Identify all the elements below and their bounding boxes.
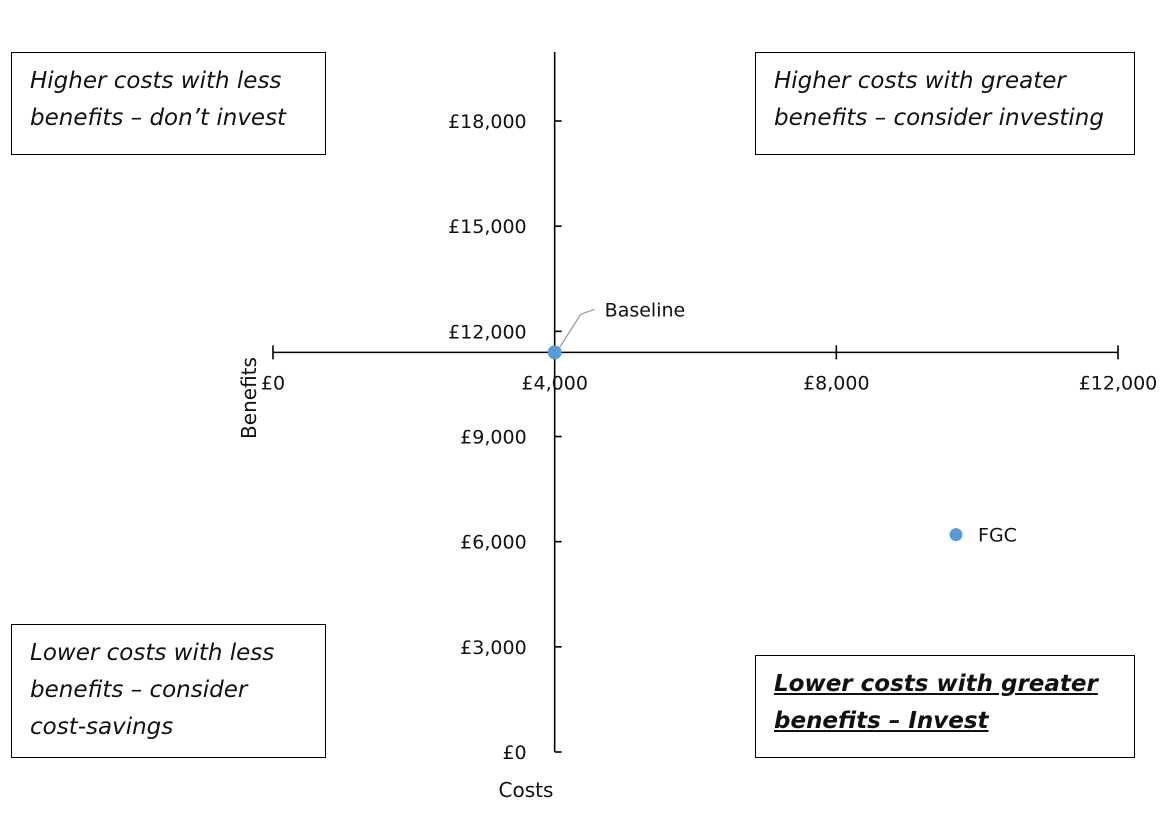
- x-axis-ticks: £0 £4,000 £8,000 £12,000: [261, 345, 1157, 394]
- quadrant-note-line: Higher costs with less: [30, 68, 282, 94]
- data-label-baseline: Baseline: [605, 299, 686, 321]
- y-tick-label: £9,000: [460, 427, 526, 449]
- quadrant-note-line: benefits – don’t invest: [30, 105, 287, 131]
- data-label-leader: [559, 308, 595, 348]
- x-tick-label: £0: [261, 372, 285, 394]
- quadrant-note-top-left: Higher costs with less benefits – don’t …: [11, 52, 326, 155]
- quadrant-note-line: Lower costs with greater: [774, 671, 1098, 697]
- data-label-fgc: FGC: [978, 525, 1017, 547]
- quadrant-note-line: benefits – Invest: [774, 708, 989, 734]
- data-points: Baseline FGC: [547, 299, 1017, 547]
- y-tick-label: £12,000: [448, 321, 527, 343]
- quadrant-note-top-right: Higher costs with greater benefits – con…: [755, 52, 1135, 155]
- quadrant-note-bottom-right: Lower costs with greater benefits – Inve…: [755, 655, 1135, 758]
- quadrant-note-line: benefits – consider: [30, 677, 248, 703]
- quadrant-note-bottom-left: Lower costs with less benefits – conside…: [11, 624, 326, 758]
- data-point-baseline: [547, 345, 562, 360]
- y-axis-ticks: £0 £3,000 £6,000 £9,000 £12,000 £15,000 £18,00…: [448, 111, 562, 764]
- quadrant-note-line: benefits – consider investing: [774, 105, 1104, 131]
- quadrant-note-line: cost-savings: [30, 714, 174, 740]
- y-tick-label: £6,000: [460, 532, 526, 554]
- x-tick-label: £12,000: [1079, 372, 1158, 394]
- x-tick-label: £4,000: [521, 372, 587, 394]
- data-point-fgc: [949, 528, 963, 542]
- quadrant-note-line: Lower costs with less: [30, 640, 275, 666]
- y-tick-label: £18,000: [448, 111, 527, 133]
- y-tick-label: £0: [502, 742, 526, 764]
- x-axis-title: Costs: [499, 778, 554, 802]
- quadrant-note-line: Higher costs with greater: [774, 68, 1066, 94]
- y-tick-label: £3,000: [460, 637, 526, 659]
- y-axis-title: Benefits: [237, 357, 261, 439]
- x-tick-label: £8,000: [803, 372, 869, 394]
- y-tick-label: £15,000: [448, 216, 527, 238]
- axes: [273, 52, 1118, 752]
